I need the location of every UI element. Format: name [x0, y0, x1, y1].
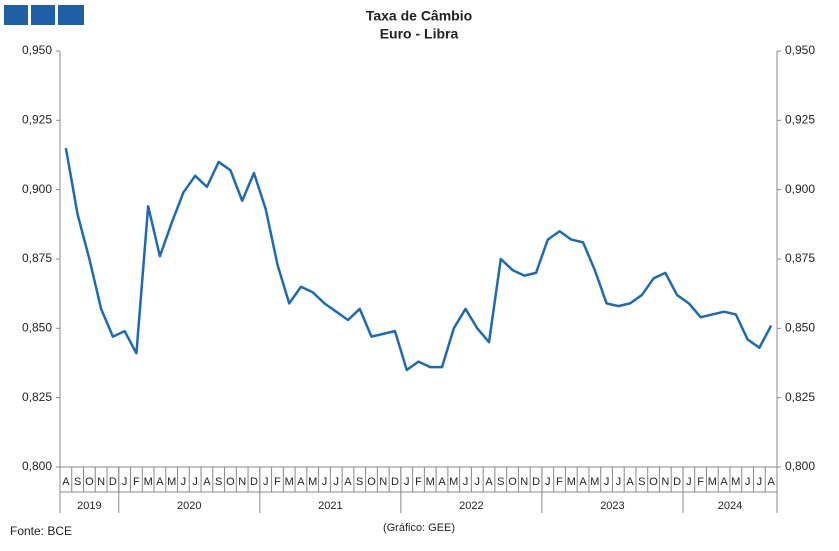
x-tick-label: J [192, 476, 198, 488]
x-tick-label: D [673, 476, 681, 488]
year-label: 2021 [318, 500, 342, 512]
year-label: 2023 [600, 500, 624, 512]
x-tick-label: J [757, 476, 763, 488]
logo-block [31, 5, 55, 25]
x-tick-label: J [463, 476, 469, 488]
x-tick-label: D [391, 476, 399, 488]
x-tick-label: M [285, 476, 294, 488]
x-tick-label: S [638, 476, 645, 488]
x-tick-label: A [203, 476, 211, 488]
x-tick-label: A [156, 476, 164, 488]
x-tick-label: S [497, 476, 504, 488]
x-tick-label: O [649, 476, 658, 488]
y2-tick-label: 0,875 [785, 251, 815, 265]
x-tick-label: O [85, 476, 94, 488]
x-tick-label: M [567, 476, 576, 488]
x-tick-label: A [767, 476, 775, 488]
logo-block [58, 5, 84, 25]
y2-tick-label: 0,825 [785, 390, 815, 404]
x-tick-label: O [226, 476, 235, 488]
y-tick-label: 0,850 [22, 321, 52, 335]
x-tick-label: S [356, 476, 363, 488]
y2-tick-label: 0,850 [785, 321, 815, 335]
x-tick-label: J [545, 476, 551, 488]
x-tick-label: M [449, 476, 458, 488]
x-tick-label: A [297, 476, 305, 488]
x-tick-label: N [520, 476, 528, 488]
x-tick-label: N [238, 476, 246, 488]
x-tick-label: F [274, 476, 281, 488]
x-tick-label: J [263, 476, 269, 488]
x-tick-label: N [379, 476, 387, 488]
x-tick-label: F [697, 476, 704, 488]
x-tick-label: M [708, 476, 717, 488]
logo-block [4, 5, 28, 25]
x-tick-label: J [122, 476, 128, 488]
x-tick-label: A [62, 476, 70, 488]
x-tick-label: J [333, 476, 339, 488]
x-tick-label: M [731, 476, 740, 488]
x-tick-label: O [367, 476, 376, 488]
chart-subtitle: Euro - Libra [380, 26, 459, 42]
credit: (Gráfico: GEE) [383, 522, 455, 534]
x-tick-label: F [415, 476, 422, 488]
x-tick-label: S [215, 476, 222, 488]
x-tick-label: M [144, 476, 153, 488]
x-tick-label: M [167, 476, 176, 488]
y-tick-label: 0,800 [22, 459, 52, 473]
y-tick-label: 0,925 [22, 113, 52, 127]
x-tick-label: A [485, 476, 493, 488]
x-tick-label: N [97, 476, 105, 488]
x-tick-label: M [308, 476, 317, 488]
y-tick-label: 0,900 [22, 182, 52, 196]
year-label: 2020 [177, 500, 201, 512]
x-tick-label: N [661, 476, 669, 488]
x-tick-label: J [322, 476, 328, 488]
x-tick-label: A [579, 476, 587, 488]
x-tick-label: J [616, 476, 622, 488]
y2-tick-label: 0,900 [785, 182, 815, 196]
x-tick-label: D [532, 476, 540, 488]
x-tick-label: D [109, 476, 117, 488]
year-label: 2019 [77, 500, 101, 512]
x-tick-label: F [556, 476, 563, 488]
source: Fonte: BCE [10, 524, 72, 538]
year-label: 2022 [459, 500, 483, 512]
series-line [64, 147, 773, 372]
x-tick-label: F [133, 476, 140, 488]
x-tick-label: J [604, 476, 610, 488]
year-label: 2024 [718, 500, 742, 512]
y-tick-label: 0,825 [22, 390, 52, 404]
x-tick-label: D [250, 476, 258, 488]
x-tick-label: J [404, 476, 410, 488]
x-tick-label: J [745, 476, 751, 488]
x-tick-label: A [720, 476, 728, 488]
x-tick-label: A [344, 476, 352, 488]
x-tick-label: J [181, 476, 187, 488]
y-tick-label: 0,875 [22, 251, 52, 265]
y2-tick-label: 0,800 [785, 459, 815, 473]
chart-title: Taxa de Câmbio [366, 8, 472, 24]
x-tick-label: O [508, 476, 517, 488]
x-tick-label: S [74, 476, 81, 488]
y2-tick-label: 0,950 [785, 43, 815, 57]
y2-tick-label: 0,925 [785, 113, 815, 127]
x-tick-label: A [626, 476, 634, 488]
x-tick-label: J [475, 476, 481, 488]
y-tick-label: 0,950 [22, 43, 52, 57]
x-tick-label: J [686, 476, 692, 488]
x-tick-label: M [426, 476, 435, 488]
x-tick-label: A [438, 476, 446, 488]
x-tick-label: M [590, 476, 599, 488]
